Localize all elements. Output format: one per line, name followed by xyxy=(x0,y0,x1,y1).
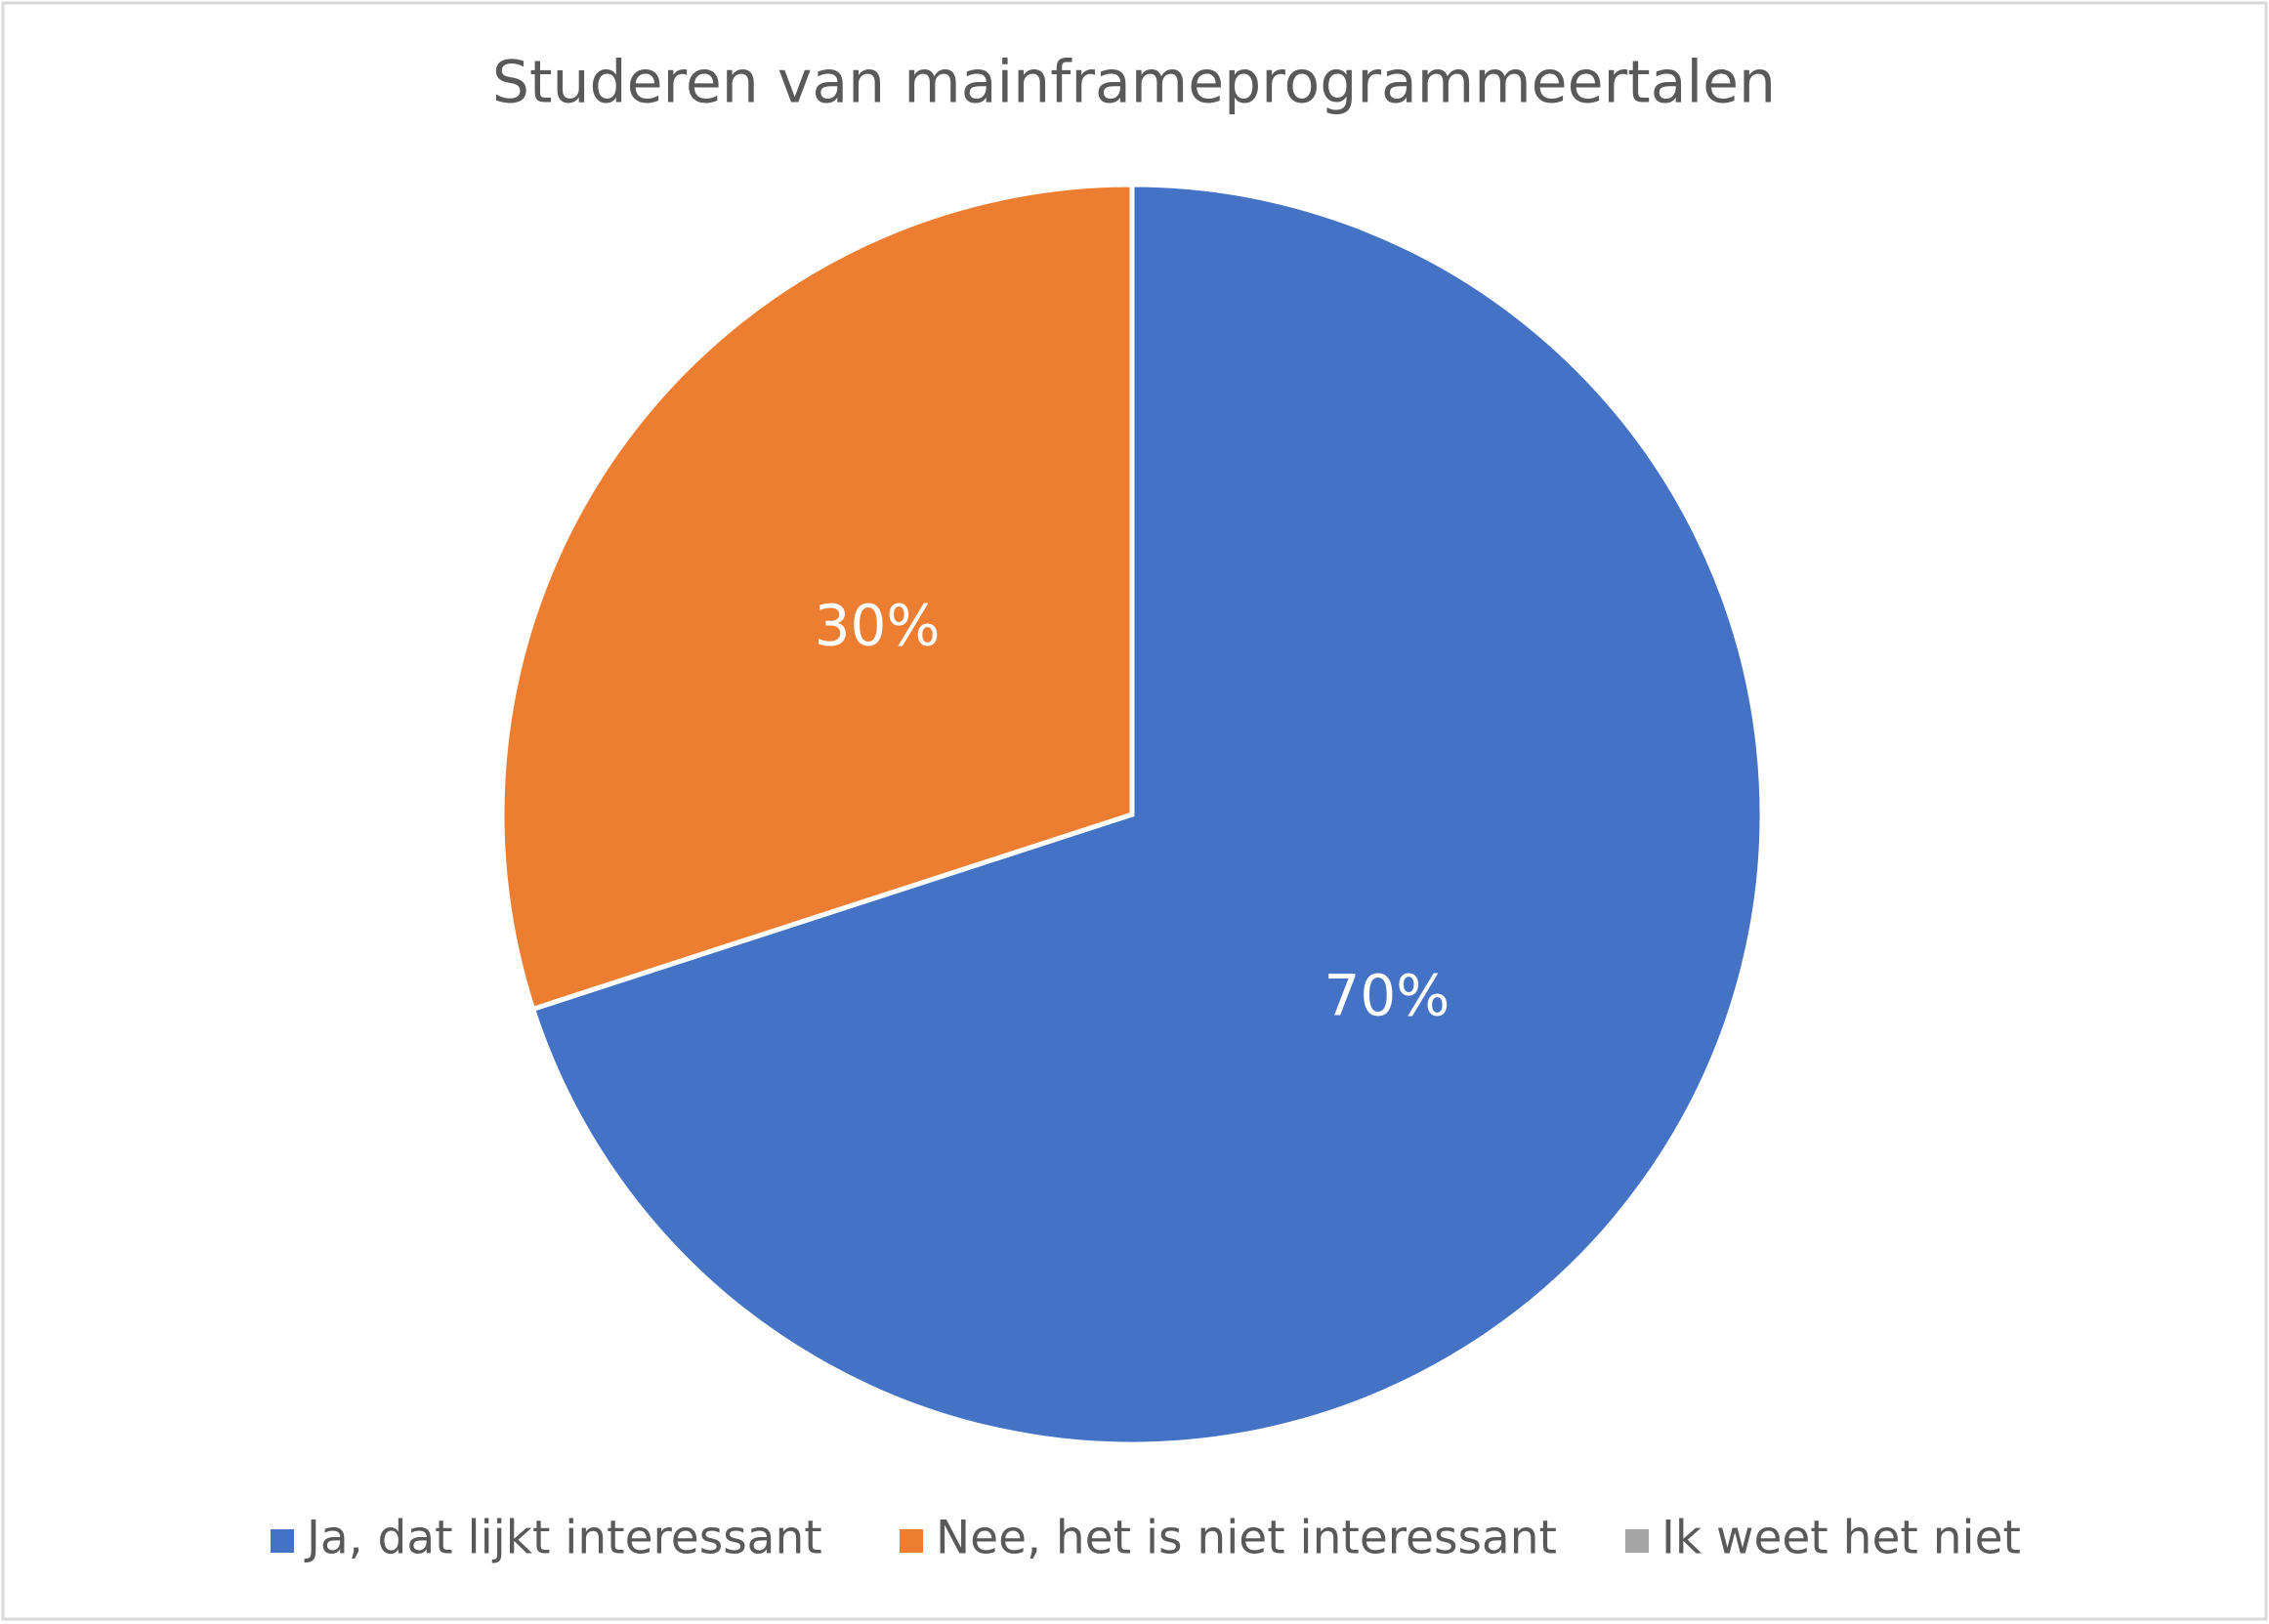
legend-swatch xyxy=(900,1529,923,1553)
data-label: 30% xyxy=(815,593,941,659)
legend-swatch xyxy=(271,1529,294,1553)
legend-label: Ja, dat lijkt interessant xyxy=(304,1512,822,1565)
data-label: 70% xyxy=(1324,963,1450,1029)
legend-label: Nee, het is niet interessant xyxy=(936,1512,1557,1565)
legend-label: Ik weet het niet xyxy=(1661,1512,2021,1565)
pie-slice xyxy=(529,182,1765,1447)
chart-title: Studeren van mainframeprogrammeertalen xyxy=(492,49,1776,117)
legend-swatch xyxy=(1625,1529,1649,1553)
pie-slice xyxy=(499,182,1135,1013)
